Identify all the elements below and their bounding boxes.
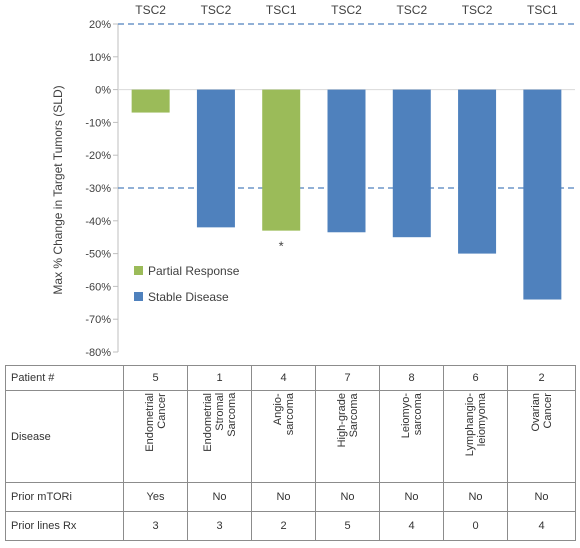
gene-label: TSC1 <box>527 3 558 17</box>
legend-label: Partial Response <box>148 264 240 278</box>
legend: Partial Response Stable Disease <box>134 264 240 304</box>
disease-label: Lymphangio- leiomyoma <box>463 393 488 457</box>
annotation-asterisk: * <box>279 239 284 254</box>
prior-mtori-row-label: Prior mTORi <box>5 482 124 512</box>
prior-mtori-cell: No <box>507 482 576 512</box>
bar <box>327 89 366 233</box>
gene-label: TSC2 <box>331 3 362 17</box>
prior-mtori-cell: No <box>379 482 444 512</box>
patient-row-label: Patient # <box>5 365 124 391</box>
prior-lines-cell: 4 <box>379 511 444 541</box>
bar <box>523 89 562 300</box>
y-tick-label: 20% <box>89 19 111 31</box>
prior-mtori-row: Prior mTORi Yes No No No No No No <box>5 482 576 512</box>
reference-lines <box>118 23 575 189</box>
gene-labels: TSC2 TSC2 TSC1 TSC2 TSC2 TSC2 TSC1 * <box>135 3 558 254</box>
prior-lines-cell: 3 <box>187 511 252 541</box>
disease-label: Leiomyo- sarcoma <box>399 393 424 439</box>
prior-mtori-cell: No <box>187 482 252 512</box>
y-tick-label: 0% <box>95 85 111 97</box>
y-tick-label: -20% <box>85 150 111 162</box>
patient-id-cell: 1 <box>187 365 252 391</box>
legend-swatch <box>134 266 143 275</box>
y-tick-label: 10% <box>89 52 111 64</box>
prior-lines-row-label: Prior lines Rx <box>5 511 124 541</box>
patient-id-cell: 8 <box>379 365 444 391</box>
gene-label: TSC2 <box>462 3 493 17</box>
prior-lines-cell: 2 <box>251 511 316 541</box>
y-tick-label: -60% <box>85 281 111 293</box>
disease-row: Disease Endometrial Cancer Endometrial St… <box>5 390 576 483</box>
disease-cell: Lymphangio- leiomyoma <box>443 390 508 483</box>
disease-label: Endometrial Stromal Sarcoma <box>201 393 238 452</box>
prior-mtori-cell: No <box>443 482 508 512</box>
gene-label: TSC2 <box>201 3 232 17</box>
patient-id-cell: 7 <box>315 365 380 391</box>
gene-label: TSC2 <box>396 3 427 17</box>
prior-mtori-cell: Yes <box>123 482 188 512</box>
patient-id-cell: 4 <box>251 365 316 391</box>
y-tick-label: -70% <box>85 314 111 326</box>
y-tick-label: -80% <box>85 347 111 359</box>
prior-lines-cell: 5 <box>315 511 380 541</box>
disease-row-label: Disease <box>5 390 124 483</box>
legend-swatch <box>134 292 143 301</box>
bar <box>392 89 431 238</box>
disease-label: Ovarian Cancer <box>529 393 554 432</box>
disease-cell: Leiomyo- sarcoma <box>379 390 444 483</box>
prior-mtori-cell: No <box>251 482 316 512</box>
disease-cell: High-grade Sarcoma <box>315 390 380 483</box>
disease-cell: Ovarian Cancer <box>507 390 576 483</box>
y-tick-label: -10% <box>85 117 111 129</box>
patient-id-cell: 6 <box>443 365 508 391</box>
bar <box>196 89 235 228</box>
prior-lines-cell: 3 <box>123 511 188 541</box>
bars <box>131 89 562 300</box>
y-tick-label: -50% <box>85 249 111 261</box>
gene-label: TSC1 <box>266 3 297 17</box>
patient-id-cell: 5 <box>123 365 188 391</box>
legend-label: Stable Disease <box>148 290 229 304</box>
y-axis-label: Max % Change in Target Tumors (SLD) <box>51 85 65 294</box>
disease-label: Endometrial Cancer <box>143 393 168 452</box>
disease-label: High-grade Sarcoma <box>335 393 360 448</box>
disease-cell: Endometrial Stromal Sarcoma <box>187 390 252 483</box>
gene-label: TSC2 <box>135 3 166 17</box>
y-tick-label: -30% <box>85 183 111 195</box>
prior-lines-cell: 0 <box>443 511 508 541</box>
disease-cell: Angio- sarcoma <box>251 390 316 483</box>
bar <box>131 89 170 113</box>
y-tick-label: -40% <box>85 216 111 228</box>
waterfall-chart: 20% 10% 0% -10% -20% -30% -40% -50% -60% -70% -80%… <box>51 3 575 359</box>
patient-id-cell: 2 <box>507 365 576 391</box>
bar <box>262 89 301 231</box>
disease-cell: Endometrial Cancer <box>123 390 188 483</box>
prior-mtori-cell: No <box>315 482 380 512</box>
prior-lines-cell: 4 <box>507 511 576 541</box>
bar <box>458 89 497 254</box>
disease-label: Angio- sarcoma <box>271 393 296 436</box>
